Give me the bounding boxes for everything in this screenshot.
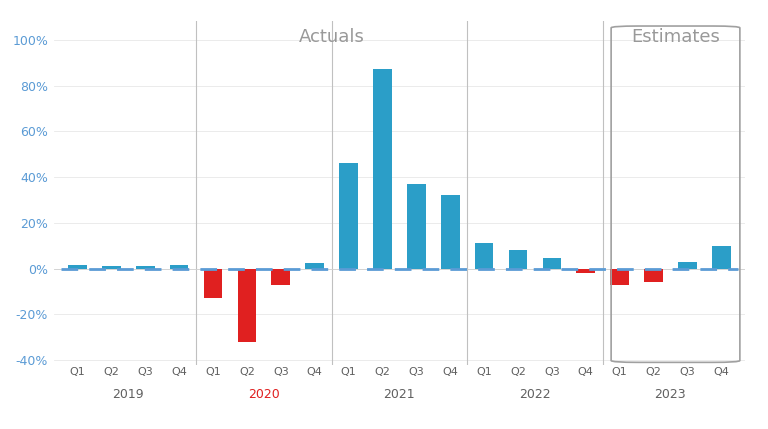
Bar	[542, 258, 561, 269]
Bar	[136, 266, 154, 269]
Text: 2022: 2022	[519, 387, 551, 401]
Bar	[577, 269, 595, 273]
Text: 2021: 2021	[383, 387, 415, 401]
Text: 2023: 2023	[654, 387, 687, 401]
Bar	[339, 163, 358, 269]
Text: 2019: 2019	[112, 387, 144, 401]
Bar	[441, 195, 459, 269]
Text: Estimates: Estimates	[631, 28, 720, 46]
Bar	[306, 263, 324, 269]
Bar	[170, 265, 188, 269]
Text: 2020: 2020	[248, 387, 280, 401]
Bar	[373, 69, 392, 269]
Bar	[102, 266, 121, 269]
Text: Actuals: Actuals	[299, 28, 365, 46]
Bar	[678, 262, 697, 269]
Bar	[68, 265, 87, 269]
Bar	[644, 269, 663, 282]
Bar	[237, 269, 257, 342]
Bar	[611, 269, 629, 284]
Bar	[475, 243, 493, 269]
Bar	[271, 269, 290, 284]
Bar	[508, 250, 528, 269]
Bar	[407, 184, 425, 269]
Bar	[204, 269, 222, 298]
Bar	[712, 246, 730, 269]
